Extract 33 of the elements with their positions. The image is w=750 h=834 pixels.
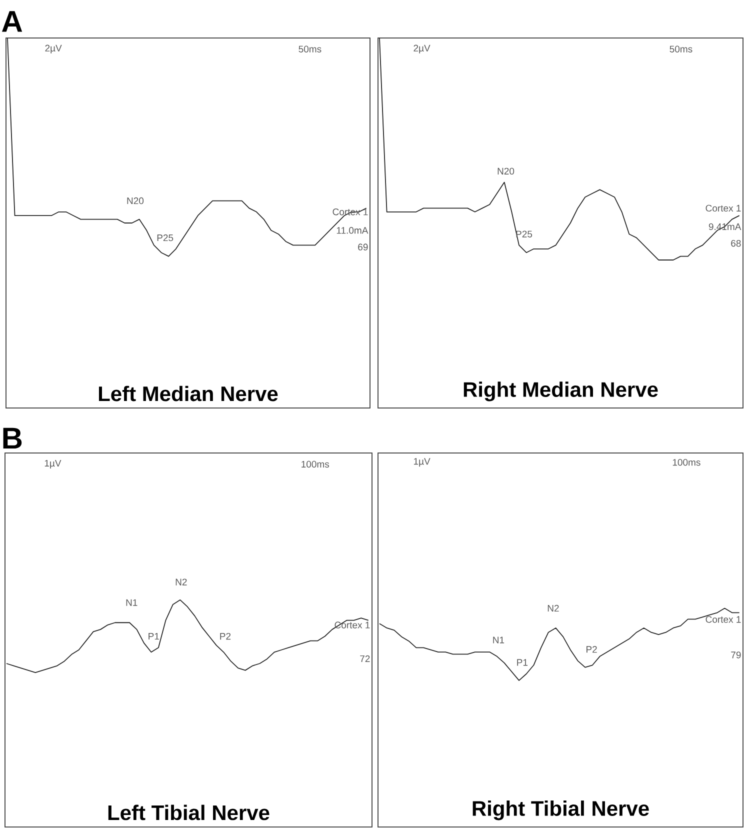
- annotation: P25: [157, 234, 174, 242]
- text: 1µV: [44, 460, 62, 468]
- annotation: Cortex 1: [332, 208, 368, 216]
- text: N2: [176, 578, 187, 586]
- annotation: 50ms: [298, 46, 322, 52]
- text: B: [3, 428, 22, 449]
- text: 100ms: [672, 458, 700, 466]
- annotation: 50ms: [670, 46, 692, 52]
- text: Right Median Nerve: [464, 382, 658, 402]
- annotation: P2: [220, 632, 231, 640]
- annotation: 69: [358, 244, 368, 250]
- text: Left Median Nerve: [98, 386, 278, 402]
- annotation: 68: [731, 240, 741, 247]
- annotation: 11.0mA: [336, 227, 368, 234]
- annotation: P1: [517, 659, 528, 666]
- text: Right Tibial Nerve: [472, 800, 649, 820]
- annotation: N2: [548, 604, 559, 612]
- annotation: N1: [493, 636, 504, 644]
- annotation: N20: [127, 197, 144, 204]
- annotation: Cortex 1: [706, 616, 741, 623]
- annotation: 2µV: [45, 44, 62, 54]
- annotation: N1: [126, 599, 138, 606]
- annotation: N20: [498, 168, 514, 175]
- annotation: P1: [148, 632, 159, 640]
- annotation: 79: [731, 652, 741, 658]
- annotation: 2µV: [414, 44, 430, 54]
- text: Left Tibial Nerve: [108, 804, 270, 820]
- text: A: [2, 11, 22, 32]
- text: 1µV: [414, 458, 430, 467]
- text: 100ms: [302, 460, 330, 468]
- annotation: P2: [586, 646, 597, 653]
- annotation: Cortex 1: [706, 204, 741, 212]
- annotation: 72: [360, 655, 370, 662]
